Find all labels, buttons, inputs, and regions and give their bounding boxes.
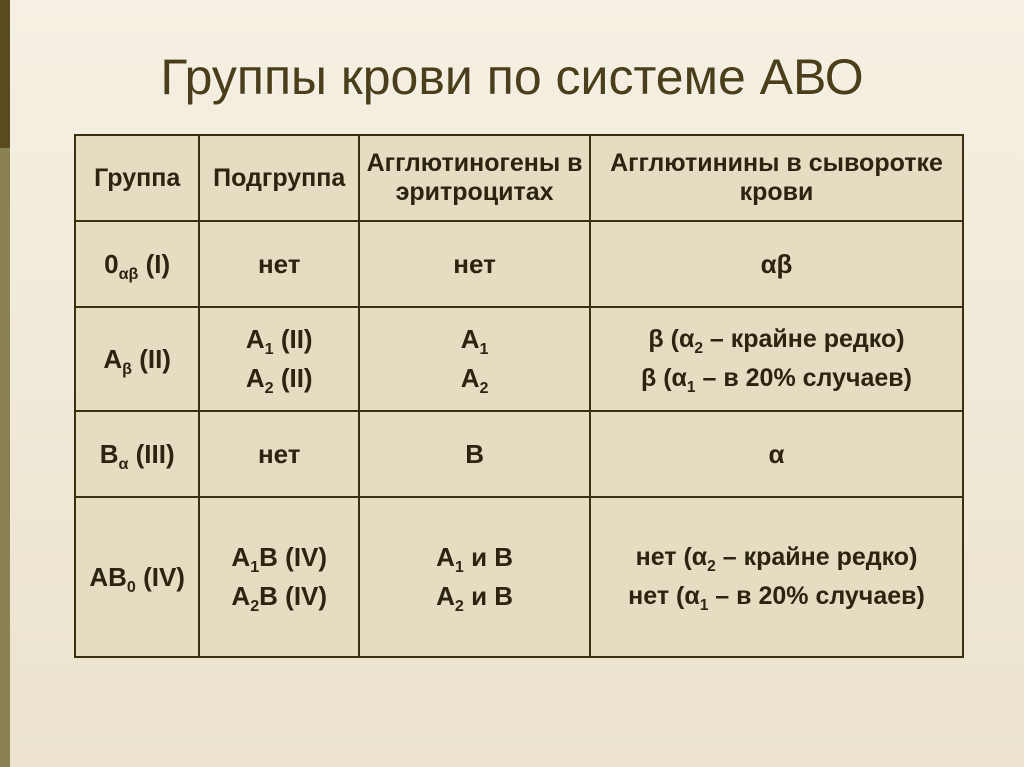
table-row: Вα (III) нет В α [75, 411, 963, 497]
col-header-agglutinin: Агглютинины в сыворотке крови [590, 135, 963, 221]
col-header-agglutinogen: Агглютиногены в эритроцитах [359, 135, 590, 221]
col-header-group: Группа [75, 135, 199, 221]
cell-group: 0αβ (I) [75, 221, 199, 307]
table-row: 0αβ (I) нет нет αβ [75, 221, 963, 307]
cell-subgroup: нет [199, 221, 359, 307]
cell-agglutinin: αβ [590, 221, 963, 307]
cell-agglutinin: α [590, 411, 963, 497]
cell-subgroup: А1В (IV)А2В (IV) [199, 497, 359, 657]
slide-title: Группы крови по системе АВО [0, 0, 1024, 134]
cell-subgroup: нет [199, 411, 359, 497]
cell-group: Аβ (II) [75, 307, 199, 411]
col-header-subgroup: Подгруппа [199, 135, 359, 221]
cell-subgroup: А1 (II)А2 (II) [199, 307, 359, 411]
blood-groups-table: Группа Подгруппа Агглютиногены в эритроц… [74, 134, 964, 658]
accent-strip-top [0, 0, 10, 148]
table-header-row: Группа Подгруппа Агглютиногены в эритроц… [75, 135, 963, 221]
cell-agglutinogen: А1А2 [359, 307, 590, 411]
cell-group: АВ0 (IV) [75, 497, 199, 657]
cell-agglutinogen: А1 и ВА2 и В [359, 497, 590, 657]
table-row: АВ0 (IV) А1В (IV)А2В (IV) А1 и ВА2 и В н… [75, 497, 963, 657]
cell-agglutinin: β (α2 – крайне редко)β (α1 – в 20% случа… [590, 307, 963, 411]
cell-agglutinin: нет (α2 – крайне редко)нет (α1 – в 20% с… [590, 497, 963, 657]
accent-strip-bottom [0, 148, 10, 767]
cell-agglutinogen: нет [359, 221, 590, 307]
table-row: Аβ (II) А1 (II)А2 (II) А1А2 β (α2 – край… [75, 307, 963, 411]
table-container: Группа Подгруппа Агглютиногены в эритроц… [0, 134, 1024, 658]
cell-agglutinogen: В [359, 411, 590, 497]
cell-group: Вα (III) [75, 411, 199, 497]
